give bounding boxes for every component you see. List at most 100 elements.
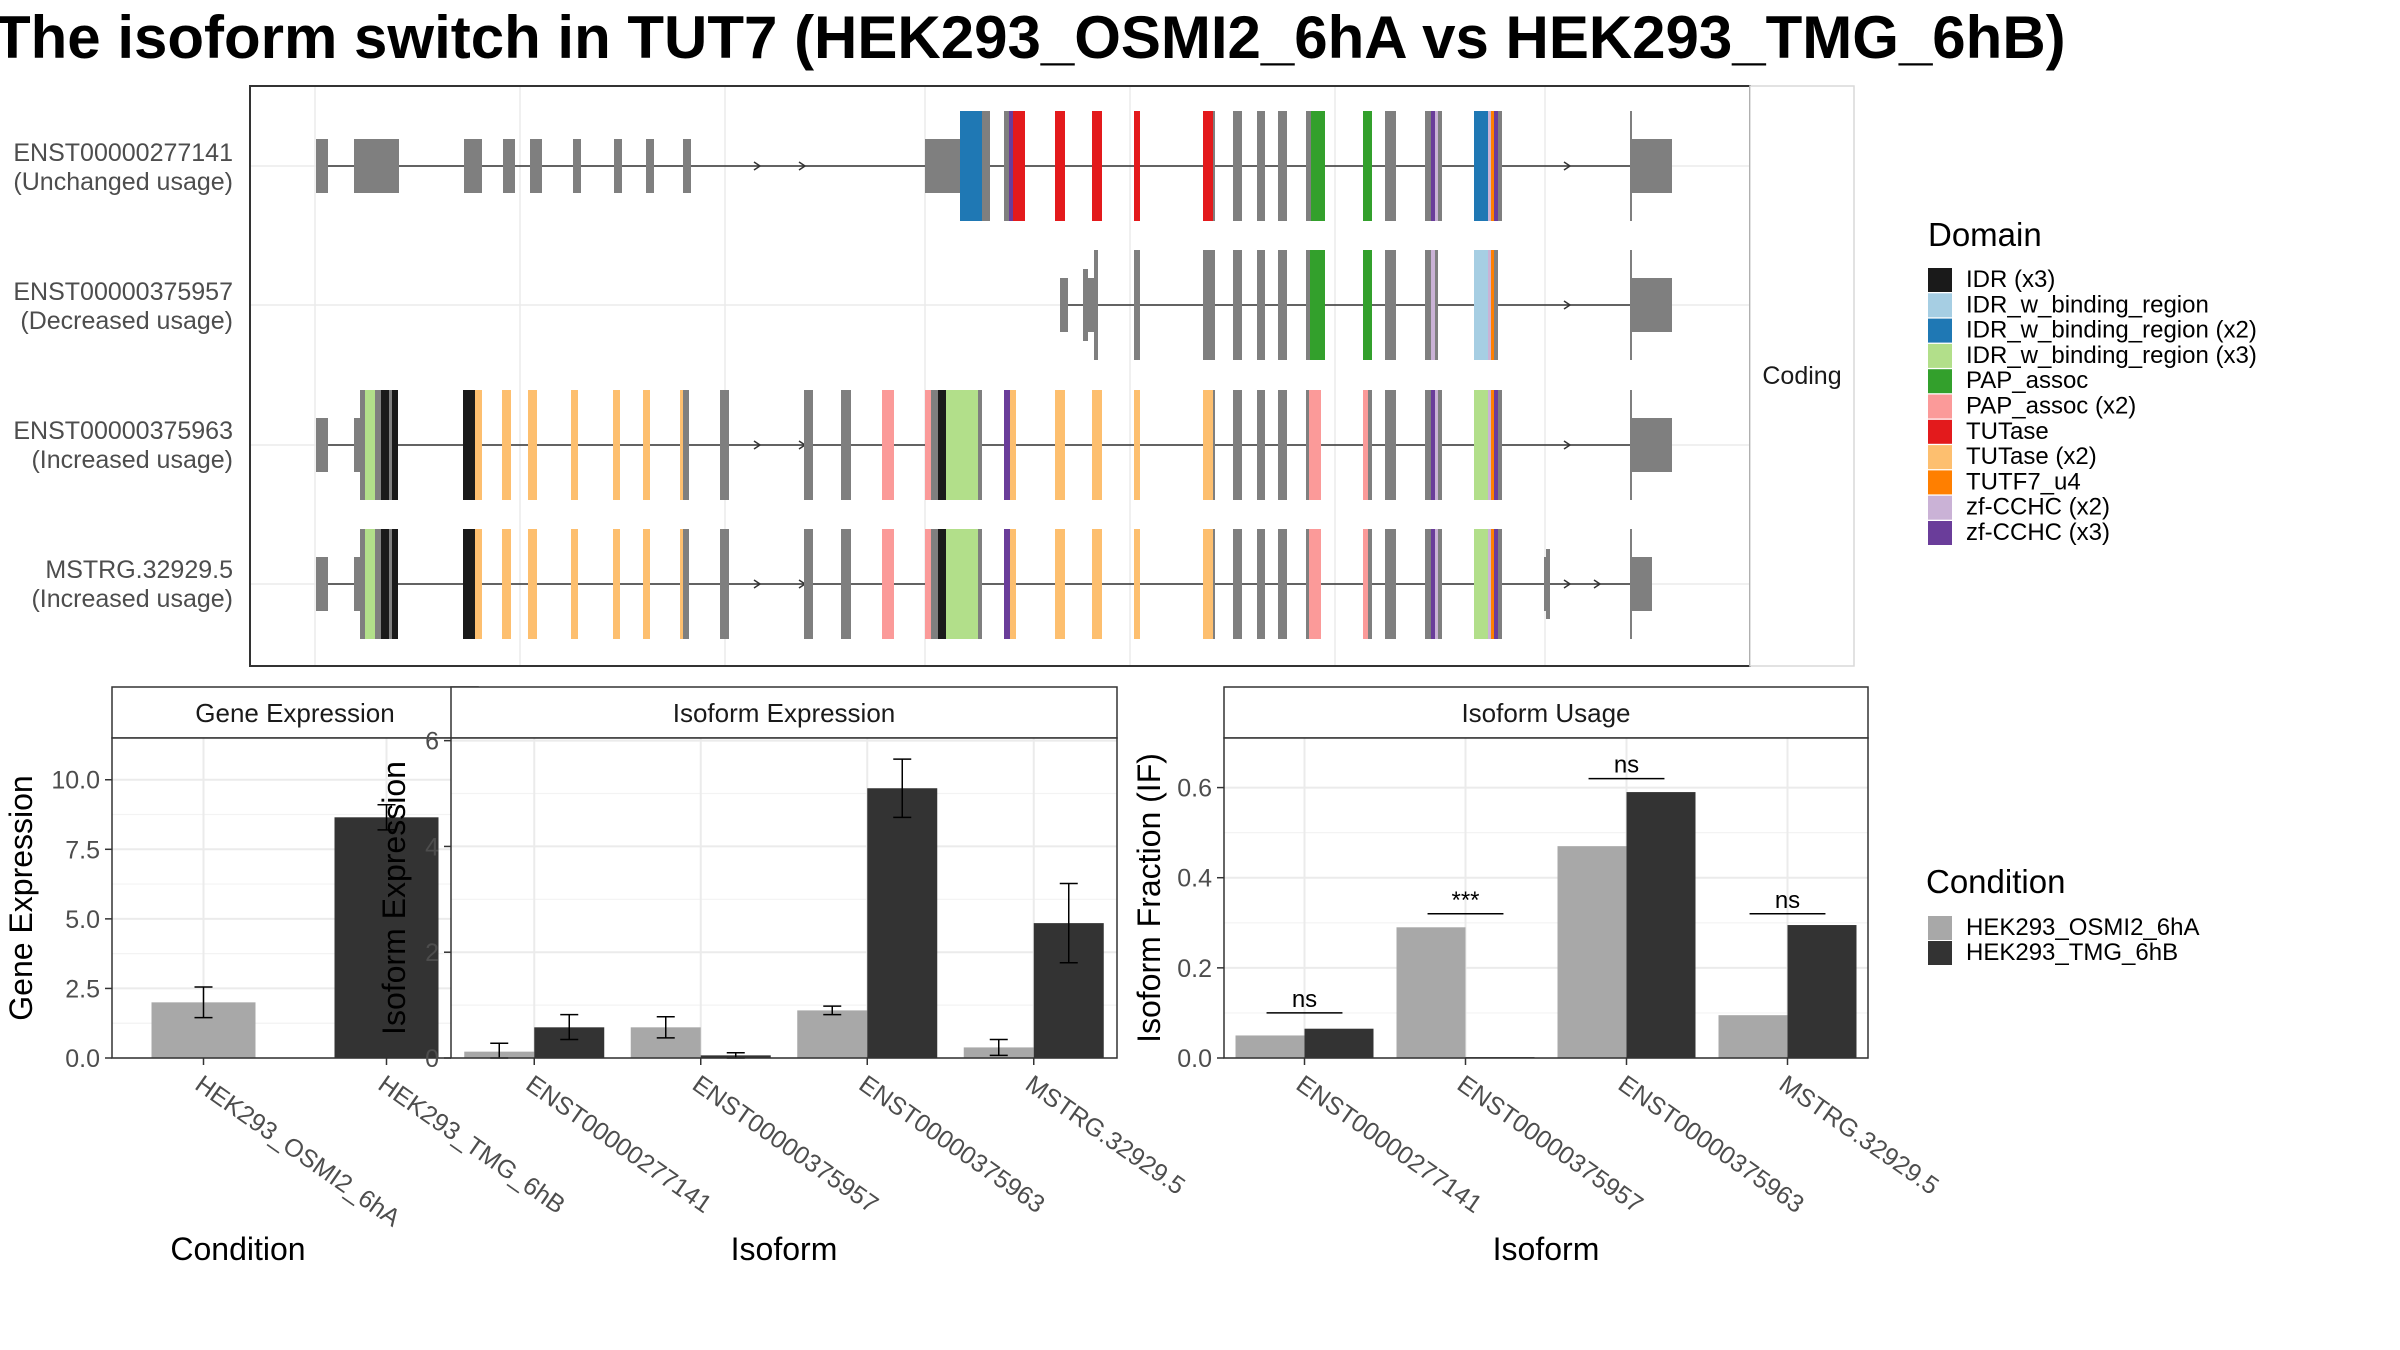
exon-segment (1488, 529, 1491, 639)
exon-segment (1385, 250, 1396, 360)
exon-segment (1233, 111, 1242, 221)
exon-segment (1632, 278, 1672, 332)
domain-legend-key (1928, 268, 1952, 292)
exon-segment (316, 557, 328, 611)
bar (1235, 1035, 1305, 1058)
exon-segment (1213, 529, 1215, 639)
transcript-id-2: ENST00000375957 (13, 278, 233, 306)
transcript-track-4 (316, 529, 1652, 639)
domain-legend-key (1928, 318, 1952, 343)
transcript-id-1: ENST00000277141 (13, 139, 233, 167)
exon-segment (1055, 111, 1065, 221)
transcript-usage-4: (Increased usage) (31, 585, 233, 613)
exon-segment (1010, 529, 1016, 639)
exon-segment (1488, 390, 1491, 500)
bar (1718, 1015, 1788, 1058)
exon-segment (1203, 529, 1213, 639)
exon-segment (683, 529, 689, 639)
domain-legend-label: IDR_w_binding_region (1966, 291, 2209, 318)
exon-segment (1632, 139, 1672, 193)
exon-segment (938, 529, 946, 639)
structure-strip-label: Coding (1762, 362, 1841, 390)
transcript-usage-2: (Decreased usage) (20, 307, 233, 335)
exon-segment (1546, 549, 1550, 619)
exon-segment (1494, 390, 1498, 500)
plot-border (1223, 737, 1869, 1059)
significance-label: *** (1451, 887, 1479, 914)
exon-segment (613, 529, 620, 639)
exon-segment (475, 390, 482, 500)
exon-segment (925, 390, 931, 500)
exon-segment (1494, 111, 1498, 221)
exon-segment (375, 529, 381, 639)
plot-background (451, 738, 1117, 1058)
domain-legend-label: IDR_w_binding_region (x3) (1966, 342, 2257, 369)
x-axis-title: Isoform (731, 1231, 838, 1267)
domain-legend-label: PAP_assoc (1966, 367, 2088, 394)
exon-segment (1092, 111, 1102, 221)
exon-segment (1435, 390, 1438, 500)
exon-segment (1488, 111, 1491, 221)
exon-segment (1060, 278, 1068, 332)
domain-legend-key (1928, 419, 1952, 444)
y-tick-label: 0.0 (1177, 1045, 1212, 1073)
exon-segment (1425, 390, 1431, 500)
domain-legend-key (1928, 369, 1952, 394)
transcript-labels: ENST00000277141 (Unchanged usage) ENST00… (13, 139, 233, 613)
exon-segment (1498, 529, 1502, 639)
exon-segment (1474, 250, 1488, 360)
exon-segment (354, 139, 399, 193)
exon-segment (882, 390, 894, 500)
exon-segment (1203, 250, 1215, 360)
exon-segment (1310, 250, 1325, 360)
exon-segment (1630, 250, 1632, 360)
exon-segment (1363, 529, 1368, 639)
exon-segment (503, 139, 515, 193)
exon-segment (1438, 111, 1442, 221)
exon-segment (365, 390, 375, 500)
exon-segment (1309, 529, 1321, 639)
exon-segment (354, 557, 360, 611)
exon-segment (646, 139, 654, 193)
exon-segment (1363, 390, 1368, 500)
exon-segment (573, 139, 581, 193)
bar (334, 817, 439, 1058)
exon-segment (841, 529, 847, 639)
exon-segment (528, 529, 537, 639)
exon-segment (463, 529, 475, 639)
exon-segment (1425, 250, 1431, 360)
exon-segment (925, 529, 931, 639)
exon-segment (1309, 390, 1321, 500)
exon-segment (1257, 529, 1265, 639)
exon-segment (1134, 250, 1140, 360)
strand-arrow (753, 161, 762, 171)
isoform-usage-panel: Isoform Usagens***nsns0.00.20.40.6ENST00… (1131, 686, 1944, 1267)
exon-segment (978, 529, 982, 639)
exon-segment (360, 529, 365, 639)
exon-segment (530, 139, 542, 193)
y-tick-label: 0.0 (65, 1045, 100, 1073)
exon-segment (1306, 529, 1309, 639)
panel-strip-label: Isoform Usage (1461, 698, 1630, 728)
exon-segment (1632, 557, 1652, 611)
y-tick-label: 2.5 (65, 975, 100, 1003)
x-tick-label: MSTRG.32929.5 (1774, 1070, 1944, 1201)
exon-segment (882, 529, 894, 639)
bar (797, 1010, 868, 1058)
exon-segment (1233, 529, 1242, 639)
exon-segment (931, 390, 938, 500)
strand-arrow (1593, 579, 1602, 589)
exon-segment (1474, 111, 1488, 221)
exon-segment (1134, 390, 1140, 500)
exon-segment (316, 418, 328, 472)
strand-arrow (1563, 300, 1572, 310)
y-tick-label: 6 (425, 728, 439, 756)
exon-segment (1013, 111, 1025, 221)
condition-legend-label: HEK293_TMG_6hB (1966, 939, 2178, 966)
exon-segment (392, 529, 398, 639)
exon-segment (1009, 111, 1013, 221)
exon-segment (1474, 390, 1488, 500)
figure-title: The isoform switch in TUT7 (HEK293_OSMI2… (0, 4, 2066, 71)
exon-segment (1004, 390, 1010, 500)
